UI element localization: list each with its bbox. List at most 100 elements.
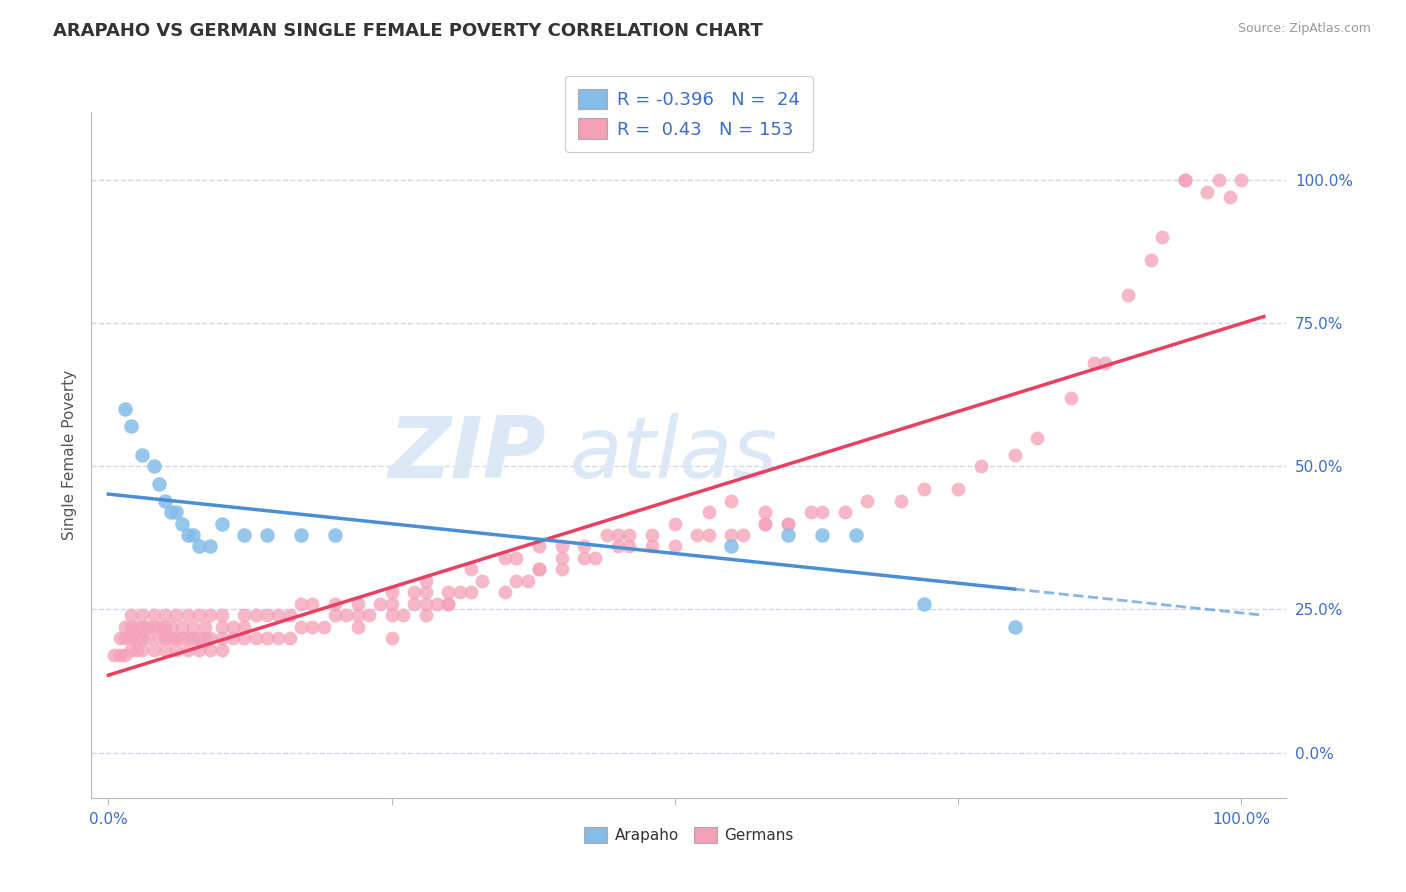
Text: atlas: atlas bbox=[569, 413, 778, 497]
Point bbox=[619, 540, 641, 554]
Point bbox=[211, 642, 233, 657]
Point bbox=[153, 608, 176, 623]
Point bbox=[131, 448, 153, 462]
Point bbox=[211, 516, 233, 531]
Point bbox=[890, 493, 912, 508]
Point bbox=[312, 620, 335, 634]
Point bbox=[834, 505, 856, 519]
Point bbox=[460, 585, 482, 599]
Point bbox=[550, 562, 572, 576]
Point bbox=[290, 597, 312, 611]
Point bbox=[437, 597, 460, 611]
Point bbox=[165, 608, 187, 623]
Point bbox=[323, 608, 346, 623]
Point bbox=[1197, 185, 1219, 199]
Point bbox=[720, 540, 742, 554]
Point bbox=[426, 597, 449, 611]
Point bbox=[148, 631, 170, 645]
Point bbox=[136, 620, 159, 634]
Point bbox=[301, 620, 323, 634]
Point bbox=[120, 608, 142, 623]
Point bbox=[776, 516, 799, 531]
Point bbox=[335, 608, 357, 623]
Point bbox=[368, 597, 391, 611]
Point bbox=[1094, 356, 1116, 370]
Point bbox=[267, 608, 290, 623]
Point bbox=[120, 419, 142, 434]
Point bbox=[572, 540, 595, 554]
Point bbox=[686, 528, 709, 542]
Point bbox=[183, 631, 205, 645]
Point bbox=[136, 631, 159, 645]
Point bbox=[114, 631, 136, 645]
Point bbox=[211, 608, 233, 623]
Point bbox=[585, 551, 607, 566]
Point bbox=[550, 540, 572, 554]
Point bbox=[301, 597, 323, 611]
Point bbox=[176, 528, 198, 542]
Point bbox=[125, 631, 148, 645]
Point bbox=[176, 608, 198, 623]
Point bbox=[222, 620, 245, 634]
Point bbox=[1173, 173, 1195, 187]
Point bbox=[460, 562, 482, 576]
Point bbox=[256, 528, 278, 542]
Point bbox=[516, 574, 538, 588]
Point bbox=[731, 528, 754, 542]
Point bbox=[912, 482, 935, 496]
Point bbox=[170, 620, 193, 634]
Point bbox=[754, 505, 776, 519]
Point bbox=[170, 631, 193, 645]
Point bbox=[211, 631, 233, 645]
Point bbox=[233, 528, 256, 542]
Point bbox=[245, 631, 267, 645]
Point bbox=[1208, 173, 1230, 187]
Point bbox=[754, 516, 776, 531]
Point bbox=[103, 648, 125, 663]
Point bbox=[641, 540, 664, 554]
Point bbox=[664, 516, 686, 531]
Point bbox=[505, 574, 527, 588]
Point bbox=[120, 620, 142, 634]
Point bbox=[607, 540, 630, 554]
Point bbox=[946, 482, 969, 496]
Point bbox=[153, 642, 176, 657]
Text: ARAPAHO VS GERMAN SINGLE FEMALE POVERTY CORRELATION CHART: ARAPAHO VS GERMAN SINGLE FEMALE POVERTY … bbox=[53, 22, 763, 40]
Point bbox=[392, 608, 415, 623]
Point bbox=[183, 620, 205, 634]
Point bbox=[131, 620, 153, 634]
Point bbox=[159, 631, 181, 645]
Point bbox=[222, 631, 245, 645]
Point bbox=[596, 528, 619, 542]
Point bbox=[527, 562, 550, 576]
Point bbox=[148, 476, 170, 491]
Point bbox=[381, 597, 404, 611]
Point bbox=[381, 608, 404, 623]
Point bbox=[415, 585, 437, 599]
Point bbox=[437, 585, 460, 599]
Point bbox=[776, 516, 799, 531]
Point bbox=[159, 620, 181, 634]
Point bbox=[381, 631, 404, 645]
Point bbox=[720, 493, 742, 508]
Point bbox=[108, 631, 131, 645]
Point bbox=[404, 585, 426, 599]
Text: ZIP: ZIP bbox=[388, 413, 546, 497]
Point bbox=[142, 620, 165, 634]
Point bbox=[125, 642, 148, 657]
Point bbox=[449, 585, 471, 599]
Point bbox=[1083, 356, 1105, 370]
Point bbox=[200, 631, 222, 645]
Point bbox=[811, 505, 834, 519]
Point bbox=[800, 505, 823, 519]
Point bbox=[641, 528, 664, 542]
Point bbox=[357, 608, 380, 623]
Point bbox=[176, 631, 198, 645]
Point bbox=[845, 528, 868, 542]
Point bbox=[131, 608, 153, 623]
Point bbox=[114, 620, 136, 634]
Point bbox=[505, 551, 527, 566]
Point bbox=[323, 597, 346, 611]
Text: Source: ZipAtlas.com: Source: ZipAtlas.com bbox=[1237, 22, 1371, 36]
Point bbox=[527, 540, 550, 554]
